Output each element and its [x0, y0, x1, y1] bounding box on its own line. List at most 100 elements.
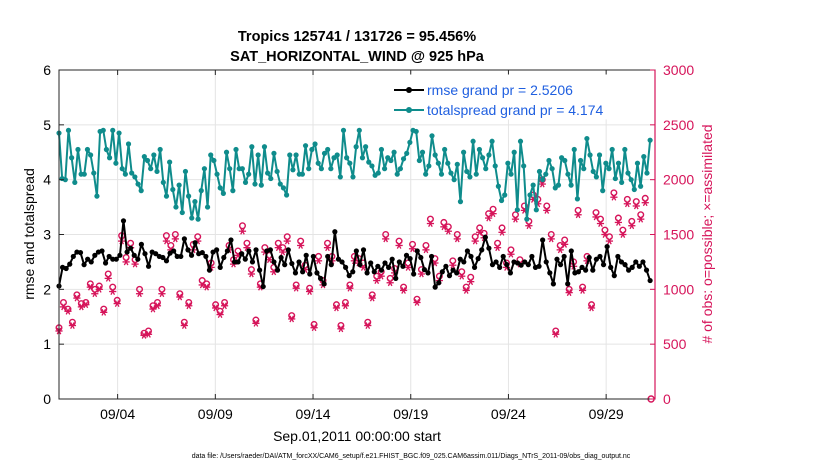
series-point: [94, 193, 100, 199]
obs-assimilated-point: [485, 214, 493, 222]
series-point: [587, 152, 593, 158]
series-point: [611, 273, 617, 279]
series-point: [271, 150, 277, 156]
series-point: [619, 179, 625, 186]
obs-assimilated-point: [216, 311, 224, 318]
asterisk-stroke: [74, 294, 80, 302]
series-point: [547, 270, 553, 276]
asterisk-stroke: [441, 223, 447, 231]
series-point: [217, 264, 223, 270]
obs-assimilated-point: [149, 305, 157, 313]
obs-possible-point: [194, 233, 202, 241]
series-point: [608, 264, 614, 270]
obs-possible-point: [297, 237, 305, 245]
obs-assimilated-point: [64, 307, 72, 315]
obs-assimilated-point: [95, 285, 103, 293]
series-point: [394, 171, 400, 177]
legend-rmse-marker: [406, 87, 412, 93]
obs-assimilated-point: [113, 300, 121, 308]
asterisk-stroke: [65, 307, 71, 315]
asterisk-stroke: [222, 302, 227, 310]
obs-assimilated-point: [641, 199, 649, 207]
series-point: [400, 156, 407, 162]
series-point: [81, 171, 87, 177]
series-point: [366, 159, 372, 165]
series-point: [124, 249, 130, 255]
series-point: [436, 280, 442, 286]
obs-assimilated-point: [632, 202, 640, 210]
series-point: [267, 247, 273, 253]
asterisk-stroke: [159, 290, 165, 298]
series-point: [593, 174, 599, 180]
x-tick-label: 09/29: [589, 406, 624, 422]
obs-assimilated-point: [543, 206, 551, 214]
obs-possible-point: [610, 189, 618, 197]
series-point: [178, 253, 184, 260]
series-point: [375, 170, 381, 176]
series-point: [495, 183, 501, 189]
series-point: [77, 249, 84, 256]
obs-possible-point: [238, 222, 246, 230]
asterisk-stroke: [428, 220, 433, 227]
series-point: [246, 248, 252, 254]
series-point: [638, 183, 644, 189]
obs-assimilated-point: [628, 222, 636, 230]
asterisk-stroke: [132, 260, 138, 268]
series-point: [543, 259, 549, 265]
asterisk-stroke: [486, 214, 491, 222]
asterisk-stroke: [181, 322, 187, 329]
obs-assimilated-point: [408, 245, 417, 253]
obs-assimilated-point: [453, 235, 461, 243]
obs-possible-point: [136, 285, 144, 293]
asterisk-stroke: [307, 288, 312, 295]
asterisk-stroke: [477, 228, 483, 236]
series-point: [63, 265, 69, 272]
asterisk-stroke: [365, 322, 371, 329]
series-point: [540, 237, 546, 243]
series-point: [423, 171, 429, 177]
obs-assimilated-point: [91, 290, 99, 298]
series-point: [154, 168, 160, 175]
series-point: [471, 264, 478, 270]
series-point: [257, 267, 263, 273]
obs-assimilated-point: [153, 302, 162, 310]
series-point: [586, 254, 592, 261]
obs-possible-point: [467, 273, 475, 281]
obs-assimilated-point: [283, 237, 291, 245]
series-point: [497, 264, 503, 270]
series-point: [203, 253, 209, 260]
series-point: [554, 256, 560, 262]
asterisk-stroke: [298, 242, 304, 249]
series-point: [282, 262, 288, 268]
asterisk-stroke: [266, 256, 272, 264]
series-point: [530, 182, 536, 188]
series-point: [489, 138, 495, 144]
obs-possible-point: [198, 277, 206, 285]
obs-assimilated-point: [122, 258, 130, 266]
obs-possible-point: [274, 239, 282, 247]
asterisk-stroke: [589, 304, 594, 312]
series-point: [511, 149, 517, 155]
asterisk-stroke: [445, 227, 451, 235]
asterisk-stroke: [293, 284, 299, 292]
series-point: [413, 128, 419, 135]
series-point: [99, 248, 105, 254]
obs-assimilated-point: [623, 200, 631, 208]
series-point: [546, 157, 552, 164]
y-tick-label-right: 500: [663, 336, 687, 352]
asterisk-stroke: [405, 263, 411, 271]
series-point: [568, 182, 574, 188]
obs-possible-point: [395, 237, 403, 245]
series-point: [568, 248, 574, 254]
asterisk-stroke: [316, 257, 321, 265]
legend-rmse-label: rmse grand pr = 2.5206: [427, 82, 573, 98]
asterisk-stroke: [575, 211, 581, 219]
series-point: [75, 146, 81, 153]
obs-possible-point: [109, 283, 117, 291]
series-point: [457, 256, 463, 262]
asterisk-stroke: [172, 235, 178, 243]
asterisk-stroke: [463, 286, 469, 294]
series-point: [285, 247, 291, 253]
series-point: [312, 141, 318, 147]
series-point: [217, 185, 223, 191]
